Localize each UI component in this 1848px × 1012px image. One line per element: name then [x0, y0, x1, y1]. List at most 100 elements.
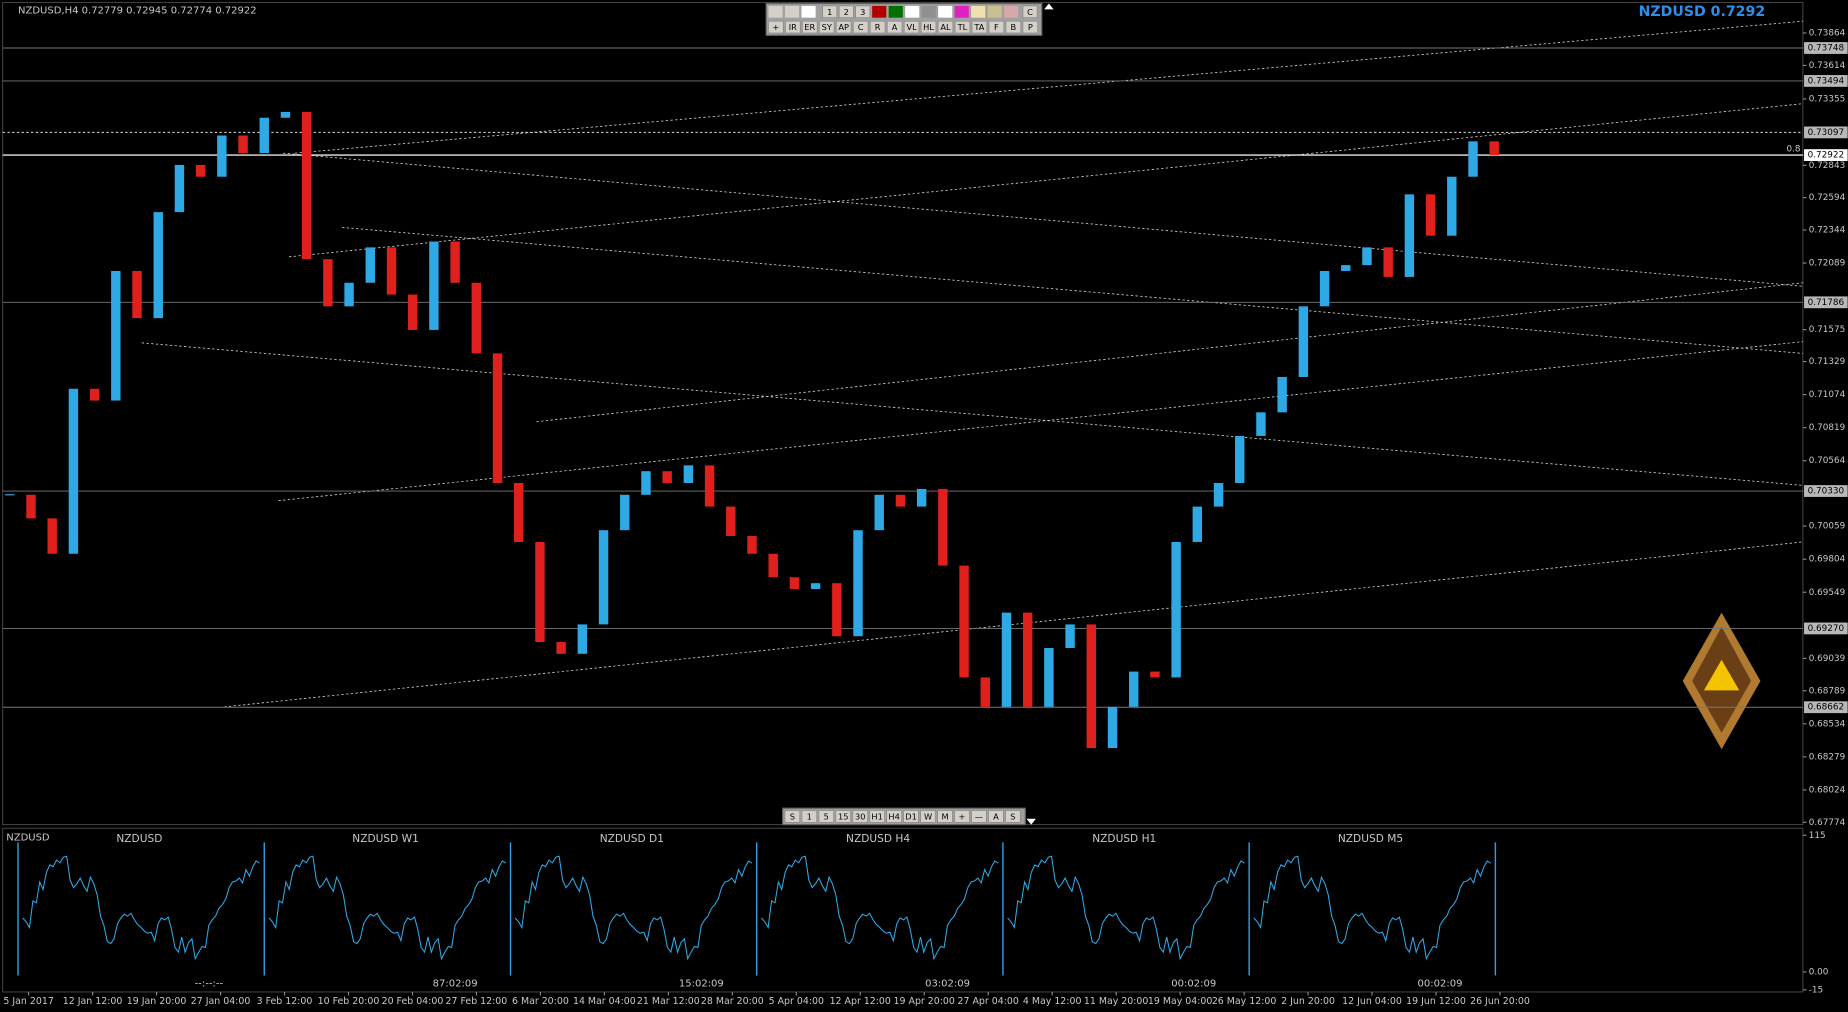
button-face[interactable] — [1022, 20, 1038, 34]
button-label[interactable]: H1 — [871, 812, 882, 822]
toolbar-button[interactable]: TL — [954, 20, 971, 34]
button-face[interactable] — [818, 810, 834, 823]
toolbar-button[interactable]: HL — [920, 20, 937, 34]
button-label[interactable]: C — [858, 22, 864, 32]
color-swatch[interactable] — [1004, 5, 1019, 18]
button-label[interactable]: P — [1028, 22, 1033, 32]
button-face[interactable] — [988, 810, 1004, 823]
toolbar-button[interactable]: 2 — [838, 5, 854, 18]
toolbar-button[interactable]: R — [869, 20, 886, 34]
button-face[interactable] — [920, 810, 936, 823]
toolbar-arrow[interactable] — [1044, 3, 1054, 10]
toolbar-button[interactable]: C — [853, 20, 869, 34]
button-label[interactable]: A — [892, 22, 898, 32]
button-label[interactable]: H4 — [888, 812, 899, 822]
button-face[interactable] — [886, 810, 902, 823]
button-label[interactable]: F — [994, 22, 999, 32]
button-label[interactable]: 3 — [860, 7, 865, 17]
button-face[interactable] — [971, 20, 988, 34]
toolbar-button[interactable]: M — [937, 810, 953, 823]
button-face[interactable] — [838, 5, 854, 18]
button-face[interactable] — [886, 20, 903, 34]
button-label[interactable]: + — [772, 22, 779, 32]
toolbar-button[interactable]: ER — [802, 20, 818, 34]
button-label[interactable]: S — [790, 812, 795, 822]
button-label[interactable]: R — [875, 22, 881, 32]
button-label[interactable]: W — [924, 812, 932, 822]
button-face[interactable] — [852, 810, 868, 823]
button-label[interactable]: 15 — [838, 812, 848, 822]
toolbar-button[interactable]: + — [768, 20, 784, 34]
color-swatch[interactable] — [921, 5, 936, 18]
button-label[interactable]: A — [993, 812, 999, 822]
button-face[interactable] — [920, 20, 937, 34]
button-label[interactable]: — — [975, 812, 983, 822]
button-face[interactable] — [802, 20, 818, 34]
toolbar-button[interactable]: AL — [937, 20, 954, 34]
button-face[interactable] — [954, 810, 970, 823]
button-face[interactable] — [1005, 20, 1022, 34]
button-face[interactable] — [819, 20, 835, 34]
toolbar-button[interactable]: 5 — [818, 810, 834, 823]
button-label[interactable]: AP — [838, 22, 849, 32]
toolbar-button[interactable]: VL — [903, 20, 920, 34]
button-face[interactable] — [822, 5, 838, 18]
toolbar-button[interactable]: H4 — [886, 810, 902, 823]
toolbar-button[interactable]: W — [920, 810, 936, 823]
toolbar-button[interactable]: S — [1005, 810, 1021, 823]
toolbar-button[interactable]: S — [784, 810, 801, 823]
button-label[interactable]: 1 — [807, 812, 812, 822]
color-swatch[interactable] — [954, 5, 969, 18]
toolbar-icon[interactable] — [768, 5, 783, 18]
button-face[interactable] — [937, 20, 954, 34]
button-label[interactable]: TA — [973, 22, 984, 32]
button-face[interactable] — [785, 20, 801, 34]
toolbar-arrow[interactable] — [1026, 818, 1036, 825]
button-label[interactable]: TL — [957, 22, 968, 32]
color-swatch[interactable] — [905, 5, 920, 18]
color-swatch[interactable] — [971, 5, 986, 18]
toolbar-button[interactable]: + — [954, 810, 970, 823]
button-face[interactable] — [836, 20, 852, 34]
toolbar-button[interactable]: 30 — [852, 810, 868, 823]
button-face[interactable] — [835, 810, 851, 823]
button-face[interactable] — [801, 810, 817, 823]
button-label[interactable]: 1 — [827, 7, 832, 17]
toolbar-button[interactable]: B — [1005, 20, 1022, 34]
button-label[interactable]: 2 — [844, 7, 849, 17]
button-label[interactable]: IR — [789, 22, 797, 32]
color-swatch[interactable] — [872, 5, 887, 18]
toolbar-button[interactable]: A — [886, 20, 903, 34]
button-label[interactable]: C — [1027, 7, 1033, 17]
button-label[interactable]: 5 — [824, 812, 829, 822]
button-label[interactable]: S — [1010, 812, 1015, 822]
button-face[interactable] — [937, 810, 953, 823]
button-face[interactable] — [903, 20, 920, 34]
toolbar-button[interactable]: 1 — [822, 5, 838, 18]
toolbar-button[interactable]: H1 — [869, 810, 885, 823]
button-face[interactable] — [1022, 5, 1038, 18]
button-label[interactable]: ER — [804, 22, 815, 32]
button-label[interactable]: D1 — [905, 812, 917, 822]
button-face[interactable] — [1005, 810, 1021, 823]
button-face[interactable] — [784, 810, 801, 823]
button-label[interactable]: M — [941, 812, 948, 822]
toolbar-button[interactable]: 1 — [801, 810, 817, 823]
button-label[interactable]: B — [1011, 22, 1017, 32]
color-swatch[interactable] — [938, 5, 953, 18]
toolbar-button[interactable]: F — [988, 20, 1005, 34]
toolbar-button[interactable]: SY — [819, 20, 835, 34]
button-face[interactable] — [869, 810, 885, 823]
color-swatch[interactable] — [888, 5, 903, 18]
toolbar-button[interactable]: P — [1022, 20, 1038, 34]
toolbar-button[interactable]: D1 — [903, 810, 919, 823]
toolbar-button[interactable]: 3 — [855, 5, 871, 18]
toolbar-button[interactable]: 15 — [835, 810, 851, 823]
button-face[interactable] — [971, 810, 987, 823]
button-face[interactable] — [853, 20, 869, 34]
toolbar-button[interactable]: TA — [971, 20, 988, 34]
toolbar-button[interactable]: IR — [785, 20, 801, 34]
button-face[interactable] — [988, 20, 1005, 34]
button-label[interactable]: + — [959, 812, 966, 822]
button-label[interactable]: VL — [906, 22, 917, 32]
